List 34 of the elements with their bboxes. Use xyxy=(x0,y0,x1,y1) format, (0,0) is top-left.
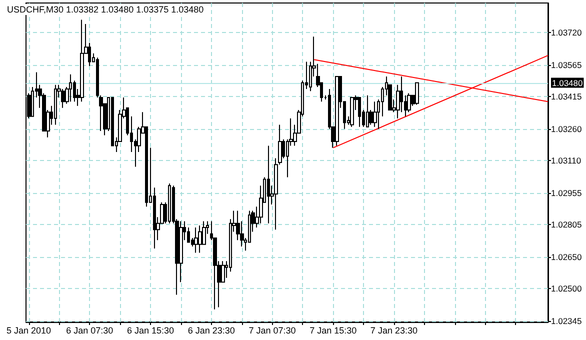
x-tick-label: 6 Jan 07:30 xyxy=(66,326,114,336)
y-tick-label: 1.02650 xyxy=(551,252,582,262)
y-tick-label: 1.03415 xyxy=(551,91,582,102)
chart-title: USDCHF,M30 1.03382 1.03480 1.03375 1.03480 xyxy=(7,4,204,14)
candlestick xyxy=(350,96,354,128)
candlestick xyxy=(69,74,72,102)
candlestick xyxy=(267,145,270,224)
ref-line-label: 1.03480 xyxy=(552,78,583,88)
x-tick-label: 7 Jan 15:30 xyxy=(310,326,357,336)
candlestick xyxy=(407,92,411,113)
x-tick-label: 5 Jan 2010 xyxy=(6,326,52,336)
candlestick xyxy=(415,82,419,106)
candlestick xyxy=(366,94,369,128)
y-tick-label: 1.03565 xyxy=(551,60,582,70)
x-tick-label: 7 Jan 23:30 xyxy=(370,326,418,336)
y-tick-label: 1.03110 xyxy=(551,155,582,166)
y-tick-label: 1.03720 xyxy=(551,27,582,38)
candlestick xyxy=(358,96,361,128)
y-tick-label: 1.02805 xyxy=(551,219,582,230)
candlestick xyxy=(54,84,57,126)
candlestick xyxy=(335,76,339,146)
candlestick xyxy=(168,182,171,224)
candlestick xyxy=(80,19,84,102)
y-tick-label: 1.03260 xyxy=(551,124,582,134)
x-tick-label: 6 Jan 15:30 xyxy=(126,326,174,336)
candlestick xyxy=(61,88,65,108)
x-tick-label: 7 Jan 07:30 xyxy=(248,326,296,336)
candlestick xyxy=(194,227,198,254)
candlestick xyxy=(198,224,202,254)
y-tick-label: 1.02345 xyxy=(551,316,582,326)
candlestick xyxy=(373,101,377,128)
y-tick-label: 1.02500 xyxy=(551,283,582,294)
y-tick-label: 1.02955 xyxy=(551,188,582,198)
x-tick-label: 6 Jan 23:30 xyxy=(188,326,235,336)
